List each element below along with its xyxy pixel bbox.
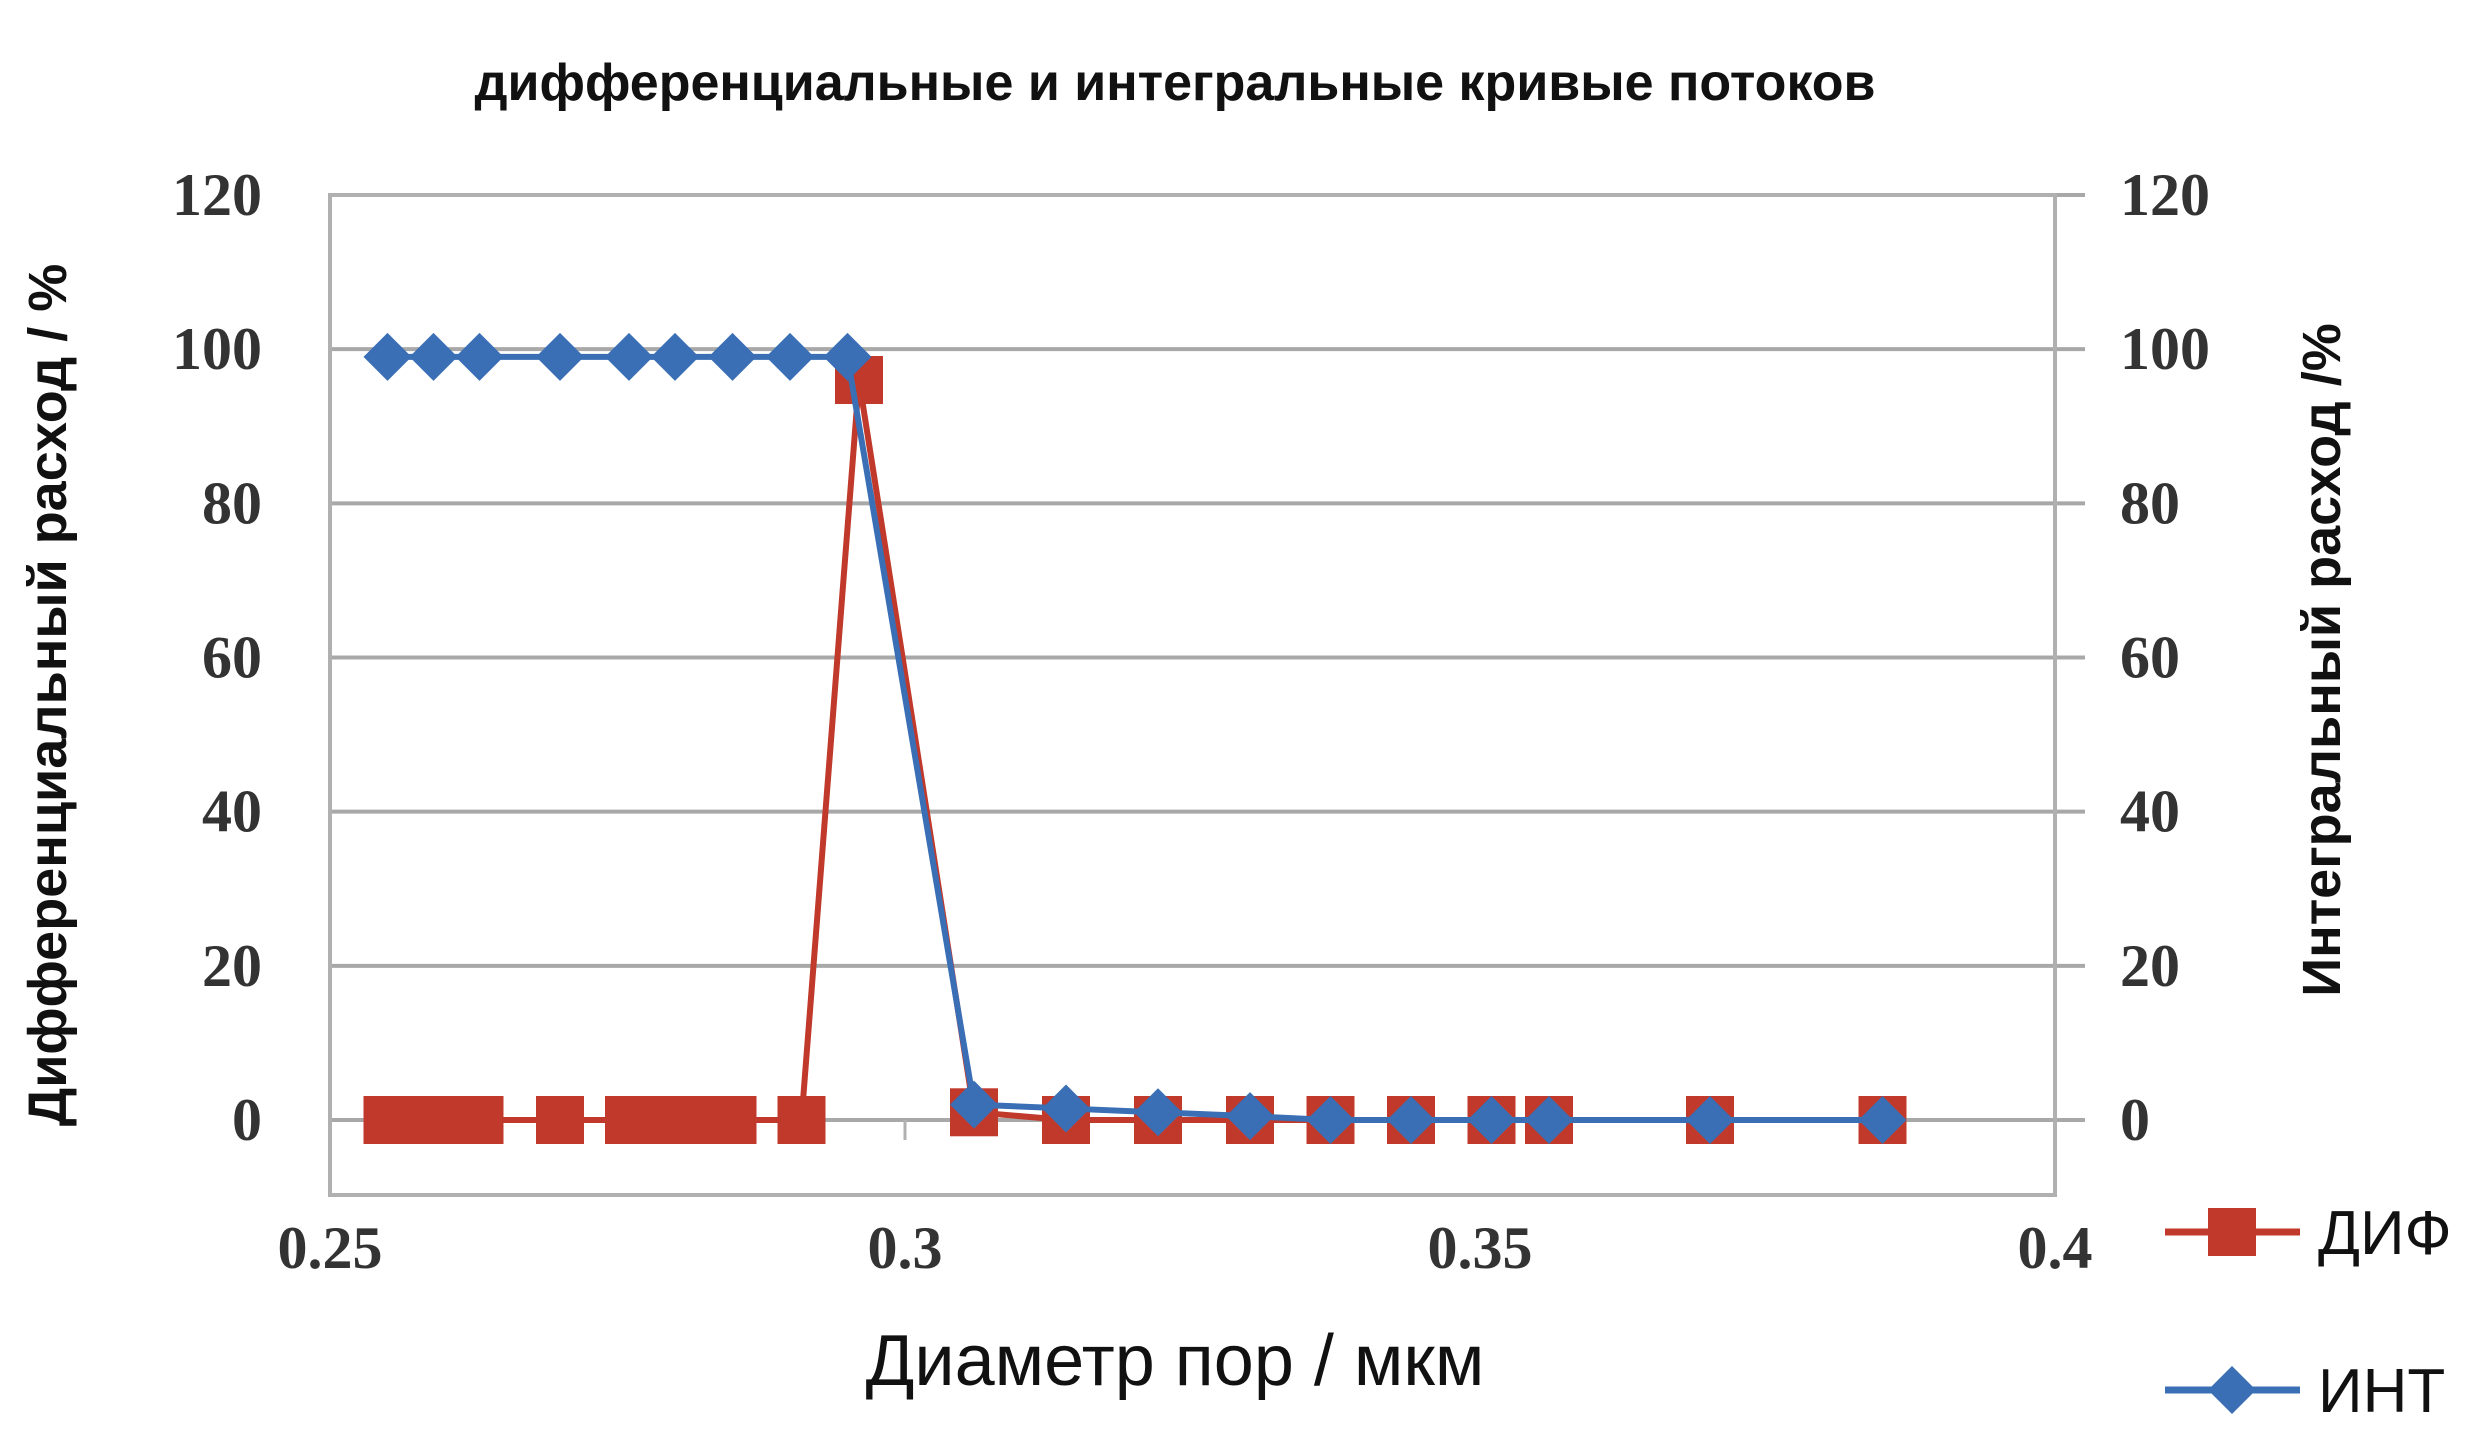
right-tick-label: 0 (2120, 1087, 2150, 1153)
chart-title: дифференциальные и интегральные кривые п… (474, 54, 1875, 112)
legend-item-dif: ДИФ (2165, 1199, 2452, 1268)
right-tick-label: 40 (2120, 779, 2180, 845)
int-point (605, 332, 653, 381)
legend-swatch-marker (2208, 1208, 2256, 1256)
left-axis-label: Дифференциальный расход / % (18, 264, 78, 1127)
right-tick-label: 20 (2120, 933, 2180, 999)
int-point (409, 332, 458, 381)
dif-point (536, 1096, 584, 1144)
x-axis-ticks: 0.25 0.3 0.35 0.4 (278, 1120, 2093, 1281)
left-tick-label: 60 (202, 625, 262, 691)
int-point (708, 332, 757, 381)
legend-swatch-marker (2208, 1366, 2256, 1414)
x-tick-label: 0.3 (868, 1215, 943, 1281)
legend-label: ИНТ (2318, 1357, 2445, 1426)
int-point (1686, 1096, 1734, 1144)
plot-area-frame (328, 193, 2057, 1197)
int-point (536, 332, 584, 381)
dif-line (387, 377, 1883, 1123)
right-axis-ticks: 0 20 40 60 80 100 120 (2120, 162, 2210, 1153)
int-point (950, 1080, 998, 1129)
int-point (1467, 1096, 1516, 1144)
left-tick-label: 100 (172, 316, 262, 382)
dif-point (455, 1096, 504, 1144)
right-tick-label: 120 (2120, 162, 2210, 228)
int-point (1525, 1096, 1573, 1144)
int-point (651, 332, 699, 381)
dif-series (363, 356, 1907, 1144)
int-series (363, 332, 1907, 1144)
x-axis-label: Диаметр пор / мкм (866, 1321, 1485, 1401)
x-tick-label: 0.4 (2018, 1215, 2093, 1281)
int-point (363, 332, 412, 381)
int-point (823, 332, 872, 381)
int-point (1042, 1084, 1090, 1133)
int-point (1387, 1096, 1435, 1144)
right-tick-label: 100 (2120, 316, 2210, 382)
series-layer (363, 332, 1907, 1144)
right-tick-label: 80 (2120, 470, 2180, 536)
gridlines (330, 193, 2085, 1122)
left-tick-label: 40 (202, 779, 262, 845)
right-tick-label: 60 (2120, 625, 2180, 691)
int-point (766, 332, 814, 381)
int-point (1134, 1088, 1182, 1137)
left-tick-label: 20 (202, 933, 262, 999)
left-tick-label: 0 (232, 1087, 262, 1153)
int-line (387, 353, 1883, 1123)
x-tick-label: 0.35 (1428, 1215, 1533, 1281)
int-point (455, 332, 504, 381)
left-tick-label: 120 (172, 162, 262, 228)
legend-item-int: ИНТ (2165, 1357, 2445, 1426)
dif-point (777, 1096, 826, 1144)
x-tick-label: 0.25 (278, 1215, 383, 1281)
dif-point (708, 1096, 757, 1144)
int-point (1226, 1092, 1274, 1141)
legend-label: ДИФ (2318, 1199, 2452, 1268)
right-axis-label: Интегральный расход /% (2292, 323, 2352, 996)
int-point (1306, 1096, 1355, 1144)
left-tick-label: 80 (202, 470, 262, 536)
left-axis-ticks: 0 20 40 60 80 100 120 (172, 162, 262, 1153)
int-point (1858, 1096, 1907, 1144)
legend: ДИФ ИНТ (2165, 1199, 2452, 1426)
